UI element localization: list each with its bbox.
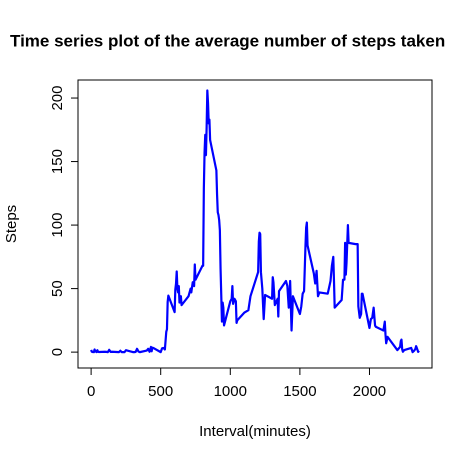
y-tick-label: 200	[49, 86, 66, 111]
y-tick-label: 0	[49, 348, 66, 356]
plot-frame	[77, 79, 433, 369]
y-axis-label: Steps	[3, 205, 20, 243]
x-tick-label: 0	[87, 383, 95, 400]
y-tick-label: 100	[49, 213, 66, 238]
x-tick-label: 500	[148, 383, 173, 400]
x-tick-label: 1000	[214, 383, 247, 400]
chart-title: Time series plot of the average number o…	[10, 31, 445, 50]
data-line	[90, 89, 420, 354]
x-tick-label: 1500	[283, 383, 316, 400]
x-axis-label: Interval(minutes)	[199, 423, 311, 440]
y-tick-label: 150	[49, 149, 66, 174]
x-tick-label: 2000	[353, 383, 386, 400]
y-tick-label: 50	[49, 280, 66, 297]
